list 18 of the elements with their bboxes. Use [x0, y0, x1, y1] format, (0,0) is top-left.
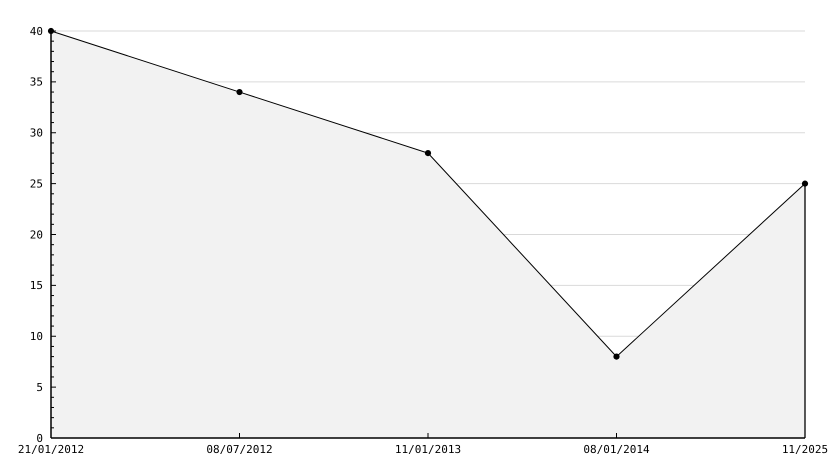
y-tick-label: 10 — [30, 330, 43, 344]
point — [424, 150, 432, 156]
y-tick-label: 20 — [30, 228, 43, 242]
y-tick-label: 15 — [30, 279, 43, 292]
y-tick-label: 40 — [30, 24, 43, 38]
point — [802, 180, 808, 187]
point — [236, 88, 243, 96]
y-tick-label: 35 — [30, 76, 43, 89]
x-tick-label: 21/01/2012 — [18, 443, 84, 456]
x-tick-label: 11/2025 — [782, 443, 828, 456]
y-tick-label: 5 — [36, 380, 43, 394]
x-tick-label: 11/01/2013 — [394, 443, 462, 456]
y-tick-label: 0 — [36, 432, 43, 445]
point — [613, 354, 620, 360]
y-tick-label: 25 — [30, 177, 43, 190]
x-tick-label: 08/07/2012 — [206, 443, 273, 456]
y-tick-label: 30 — [30, 126, 43, 140]
x-tick-label: 08/01/2014 — [583, 443, 650, 456]
